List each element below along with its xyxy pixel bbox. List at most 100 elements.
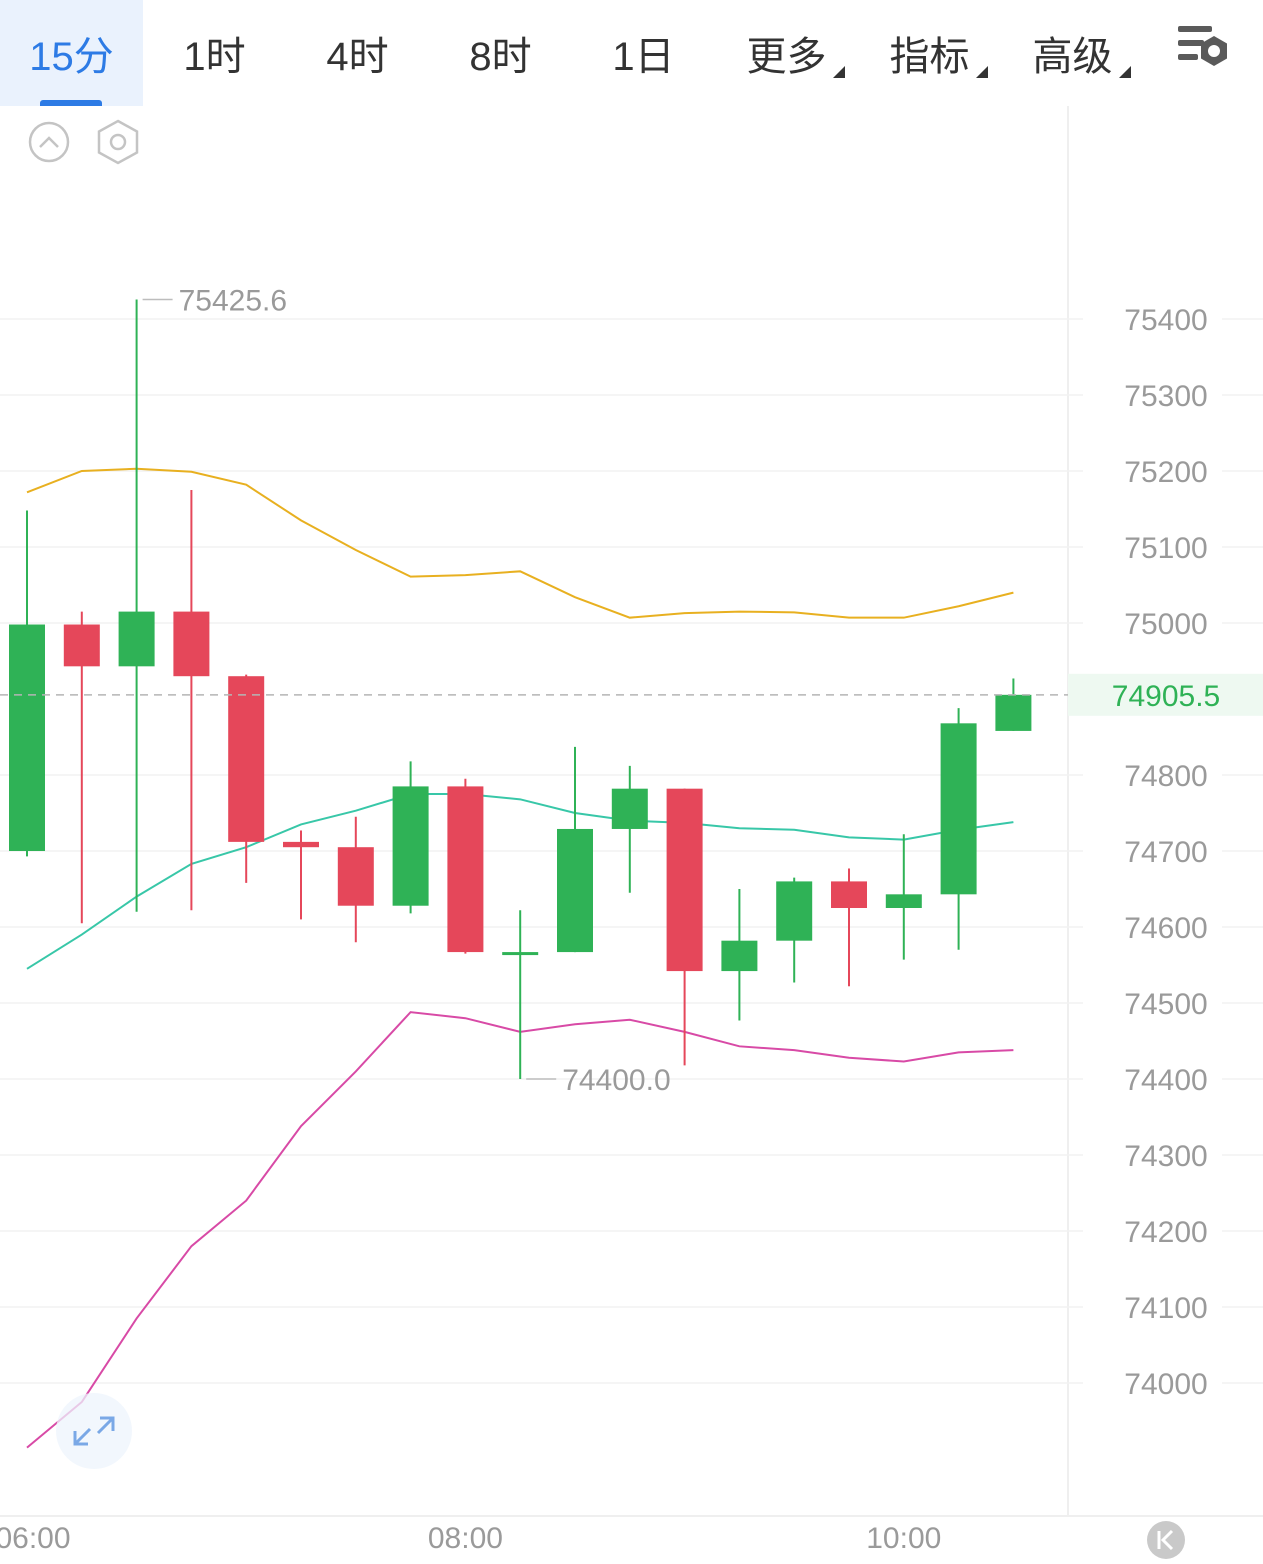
y-tick-label: 75300 xyxy=(1124,380,1207,413)
candle xyxy=(502,910,539,1079)
y-tick-label: 75000 xyxy=(1124,608,1207,641)
chevron-up-icon xyxy=(39,136,59,148)
expand-icon xyxy=(73,1416,115,1446)
candle-body xyxy=(392,786,429,906)
dropdown-corner-icon xyxy=(1118,66,1131,78)
timeframe-tabbar: 15分 1时 4时 8时 1日 更多 指标 高级 xyxy=(0,0,1263,107)
grid-layer xyxy=(0,318,1263,1384)
y-tick-label: 74700 xyxy=(1124,836,1207,869)
tab-label: 指标 xyxy=(890,24,988,82)
candle xyxy=(885,834,922,960)
scroll-latest-icon xyxy=(1157,1529,1174,1551)
candle-body xyxy=(447,786,484,953)
chart-background xyxy=(0,106,1263,1564)
tab-label: 4时 xyxy=(326,35,389,79)
tab-5[interactable]: 更多 xyxy=(715,0,858,106)
tab-label: 1时 xyxy=(183,35,246,79)
candle xyxy=(666,788,703,1066)
candle xyxy=(831,868,867,987)
candle xyxy=(721,889,758,1021)
dropdown-corner-icon xyxy=(975,66,988,78)
active-tab-underline xyxy=(40,100,102,106)
candle xyxy=(940,708,977,950)
candle-body xyxy=(173,611,210,677)
candle-body xyxy=(63,624,100,667)
candle-body xyxy=(9,624,45,851)
collapse-indicators-button[interactable] xyxy=(28,121,70,163)
x-tick-label: 08:00 xyxy=(428,1522,503,1555)
y-tick-label: 75100 xyxy=(1124,532,1207,565)
candle xyxy=(9,510,45,857)
candle-body xyxy=(557,828,593,953)
y-tick-label: 74500 xyxy=(1124,988,1207,1021)
low-price-label: 74400.0 xyxy=(562,1064,670,1097)
candle xyxy=(611,765,648,893)
tab-1[interactable]: 1时 xyxy=(143,0,286,106)
tab-7[interactable]: 高级 xyxy=(1001,0,1144,106)
candle xyxy=(228,674,265,883)
tab-label: 更多 xyxy=(747,24,845,82)
candle xyxy=(447,778,484,954)
axes: 75400 75300 75200 75100 75000 74800 74700 74600… xyxy=(0,304,1208,1555)
y-tick-label: 75400 xyxy=(1124,304,1207,337)
tab-4[interactable]: 1日 xyxy=(572,0,715,106)
indicator-settings-button[interactable] xyxy=(97,119,139,165)
tab-2[interactable]: 4时 xyxy=(286,0,429,106)
tab-3[interactable]: 8时 xyxy=(429,0,572,106)
x-tick-label: 10:00 xyxy=(866,1522,941,1555)
high-price-label: 75425.6 xyxy=(179,285,287,318)
y-tick-label: 74400 xyxy=(1124,1064,1207,1097)
tab-6[interactable]: 指标 xyxy=(858,0,1001,106)
candle xyxy=(776,877,813,983)
annotations: 75425.6 74400.0 74905.5 xyxy=(0,285,1263,1097)
candle-body xyxy=(502,952,539,956)
candle-body xyxy=(940,723,977,895)
expand-chart-button[interactable] xyxy=(56,1393,132,1469)
dropdown-corner-icon xyxy=(832,66,845,78)
candle-body xyxy=(118,611,155,667)
y-tick-label: 75200 xyxy=(1124,456,1207,489)
tab-label: 高级 xyxy=(1033,24,1131,82)
tab-label: 1日 xyxy=(612,35,675,79)
chart-settings-button[interactable] xyxy=(1170,20,1236,80)
expand-button-bg xyxy=(56,1393,132,1469)
y-tick-label: 74100 xyxy=(1124,1292,1207,1325)
candlestick-chart[interactable]: 75425.6 74400.0 74905.5 75400 75300 75200 751… xyxy=(0,106,1263,1564)
candle-body xyxy=(831,881,867,908)
tab-0[interactable]: 15分 xyxy=(0,0,143,106)
candle-body xyxy=(666,788,703,972)
candle-body xyxy=(995,694,1032,731)
candle xyxy=(118,299,155,912)
candles xyxy=(9,299,1032,1079)
x-tick-label: 06:00 xyxy=(0,1522,71,1555)
candle-body xyxy=(611,788,648,829)
collapse-circle xyxy=(28,121,70,163)
candle xyxy=(283,830,319,920)
y-tick-label: 74200 xyxy=(1124,1216,1207,1249)
last-price-badge xyxy=(1068,673,1263,716)
y-tick-label: 74300 xyxy=(1124,1140,1207,1173)
hexagon-center xyxy=(109,133,127,151)
candle xyxy=(557,746,593,953)
candle-body xyxy=(337,847,374,906)
candle xyxy=(995,678,1032,731)
candle-body xyxy=(228,676,265,842)
candle-body xyxy=(283,841,319,848)
tab-label: 15分 xyxy=(29,35,114,79)
scroll-latest-button[interactable] xyxy=(1147,1521,1185,1559)
scroll-latest-bg xyxy=(1147,1521,1185,1559)
hexagon-settings-icon xyxy=(97,119,139,165)
y-tick-label: 74800 xyxy=(1124,760,1207,793)
band-upper-line xyxy=(26,467,1014,619)
candle xyxy=(337,816,374,943)
candle xyxy=(63,611,100,924)
candle-body xyxy=(885,894,922,908)
candle-body xyxy=(776,881,813,941)
candle-body xyxy=(721,940,758,972)
y-tick-label: 74000 xyxy=(1124,1368,1207,1401)
chart-settings-icon xyxy=(1178,26,1227,66)
tab-label: 8时 xyxy=(469,35,532,79)
candle xyxy=(173,490,210,911)
y-tick-label: 74600 xyxy=(1124,912,1207,945)
candle xyxy=(392,761,429,914)
